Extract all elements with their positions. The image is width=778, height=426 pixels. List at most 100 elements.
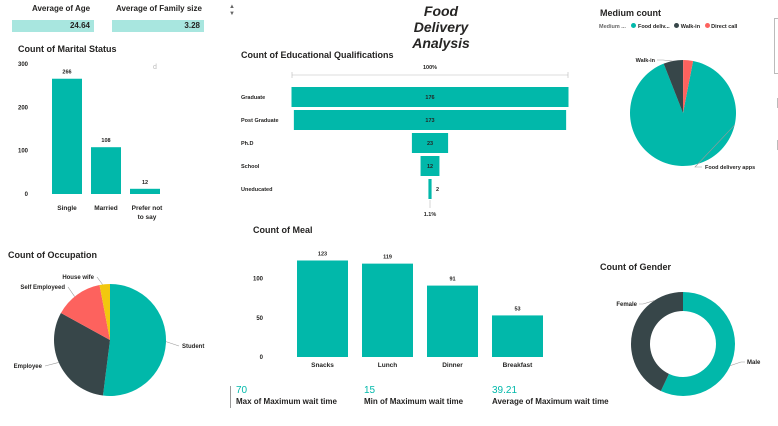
kpi-min-value: 15 (364, 385, 376, 396)
funnel-bar (291, 87, 569, 107)
pie-slice (53, 313, 110, 396)
funnel-value-label: 2 (436, 187, 439, 193)
legend-item-direct[interactable]: Direct call (711, 24, 738, 30)
gender-chart: Male Female (616, 292, 761, 396)
funnel-category-label: Ph.D (241, 141, 254, 147)
x-tick-label: Breakfast (503, 362, 533, 369)
bar-value-label: 123 (318, 251, 327, 257)
funnel-bottom-label: 1.1% (424, 212, 437, 218)
y-tick-label: 200 (18, 105, 29, 111)
side-panel-edge (774, 18, 778, 74)
bar (52, 78, 82, 194)
gender-chart-title: Count of Gender (600, 262, 671, 272)
pie-slice (660, 292, 735, 396)
pie-slice (663, 60, 684, 113)
x-tick-label: to say (138, 214, 157, 221)
funnel-value-label: 12 (427, 164, 433, 170)
bar (427, 285, 478, 357)
legend-dot-direct-icon (704, 23, 710, 28)
chart-menu-icon: d (153, 64, 157, 71)
medium-legend: Medium ... Food deliv... Walk-in Direct … (599, 23, 737, 30)
card-label-family: Average of Family size (116, 4, 202, 13)
slice-label: Self Employeed (20, 285, 65, 291)
medium-legend-title: Medium ... (599, 24, 626, 30)
marital-chart: 0 100 200 300 266 Single 108 Married 12 Prefer no… (18, 62, 164, 221)
kpi-min-label: Min of Maximum wait time (364, 397, 464, 406)
slice-leader-line (96, 276, 103, 285)
x-tick-label: Lunch (378, 362, 398, 369)
slice-leader-line (657, 59, 673, 62)
y-tick-label: 300 (18, 62, 29, 68)
bar-value-label: 119 (383, 255, 392, 261)
y-tick-label: 50 (256, 316, 263, 322)
funnel-category-label: Graduate (241, 95, 265, 101)
bar-value-label: 53 (514, 306, 520, 312)
occupation-chart-title: Count of Occupation (8, 250, 97, 260)
x-tick-label: Married (94, 205, 118, 212)
slice-label: Student (182, 344, 204, 350)
pie-slice (683, 60, 694, 113)
legend-item-walkin[interactable]: Walk-in (680, 24, 701, 30)
bar-value-label: 266 (62, 70, 71, 76)
slice-label: Female (616, 302, 637, 308)
pie-slice (99, 284, 110, 340)
funnel-value-label: 23 (427, 141, 433, 147)
kpi-avg-value: 39.21 (492, 385, 518, 396)
funnel-bar (420, 156, 440, 176)
kpi-divider (230, 386, 231, 408)
y-tick-label: 100 (18, 149, 29, 155)
y-tick-label: 0 (25, 192, 29, 198)
page-title: Food Delivery Analysis (412, 3, 470, 51)
occupation-chart: Student Employee Self Employeed House wife (14, 275, 204, 396)
x-tick-label: Dinner (442, 362, 463, 369)
slice-leader-line (639, 300, 655, 305)
meal-chart-title: Count of Meal (253, 225, 313, 235)
kpi-max-value: 70 (236, 385, 248, 396)
kpi-avg-label: Average of Maximum wait time (492, 397, 609, 406)
education-chart: 100% Graduate 176 Post Graduate 173 Ph.D 23 Sch… (241, 65, 569, 218)
funnel-category-label: Post Graduate (241, 118, 279, 124)
slice-label: House wife (62, 275, 94, 281)
medium-chart-title: Medium count (600, 8, 661, 18)
pie-slice (631, 292, 683, 392)
legend-dot-food-icon (631, 23, 637, 28)
pie-slice (630, 60, 736, 167)
card-scroll-icon[interactable]: ▲ ▼ (229, 4, 235, 17)
kpi-max-label: Max of Maximum wait time (236, 397, 337, 406)
pie-slice (60, 284, 110, 340)
funnel-value-label: 173 (425, 118, 434, 124)
legend-dot-walkin-icon (674, 23, 680, 28)
bar-value-label: 12 (142, 180, 148, 186)
slice-leader-line (67, 286, 75, 297)
card-value-family: 3.28 (112, 20, 204, 32)
medium-chart: Food delivery apps Walk-in (630, 58, 755, 171)
legend-item-food[interactable]: Food deliv... (637, 24, 670, 30)
slice-leader-line (44, 362, 59, 367)
slice-label: Employee (14, 364, 43, 370)
meal-chart: 0 50 100 123 Snacks 119 Lunch 91 Dinner 53 Breakfa… (253, 251, 543, 369)
card-label-age: Average of Age (32, 4, 91, 13)
marital-chart-title: Count of Marital Status (18, 44, 117, 54)
slice-label: Food delivery apps (705, 165, 755, 171)
funnel-bar (293, 110, 567, 130)
education-chart-title: Count of Educational Qualifications (241, 50, 394, 60)
x-tick-label: Snacks (311, 362, 334, 369)
slice-label: Male (747, 360, 761, 366)
funnel-bar (411, 133, 449, 153)
funnel-bar (428, 179, 432, 199)
funnel-category-label: School (241, 164, 260, 170)
x-tick-label: Single (57, 205, 77, 212)
bar (91, 147, 121, 194)
funnel-value-label: 176 (425, 95, 434, 101)
bar (297, 260, 348, 357)
pie-slice (102, 284, 166, 396)
bar (362, 263, 413, 357)
card-value-age: 24.64 (12, 20, 94, 32)
bar (130, 188, 160, 194)
x-tick-label: Prefer not (132, 205, 164, 212)
bar-value-label: 91 (449, 277, 455, 283)
y-tick-label: 0 (260, 355, 264, 361)
funnel-top-label: 100% (423, 65, 437, 71)
slice-leader-line (694, 124, 735, 168)
bar-value-label: 108 (101, 138, 110, 144)
